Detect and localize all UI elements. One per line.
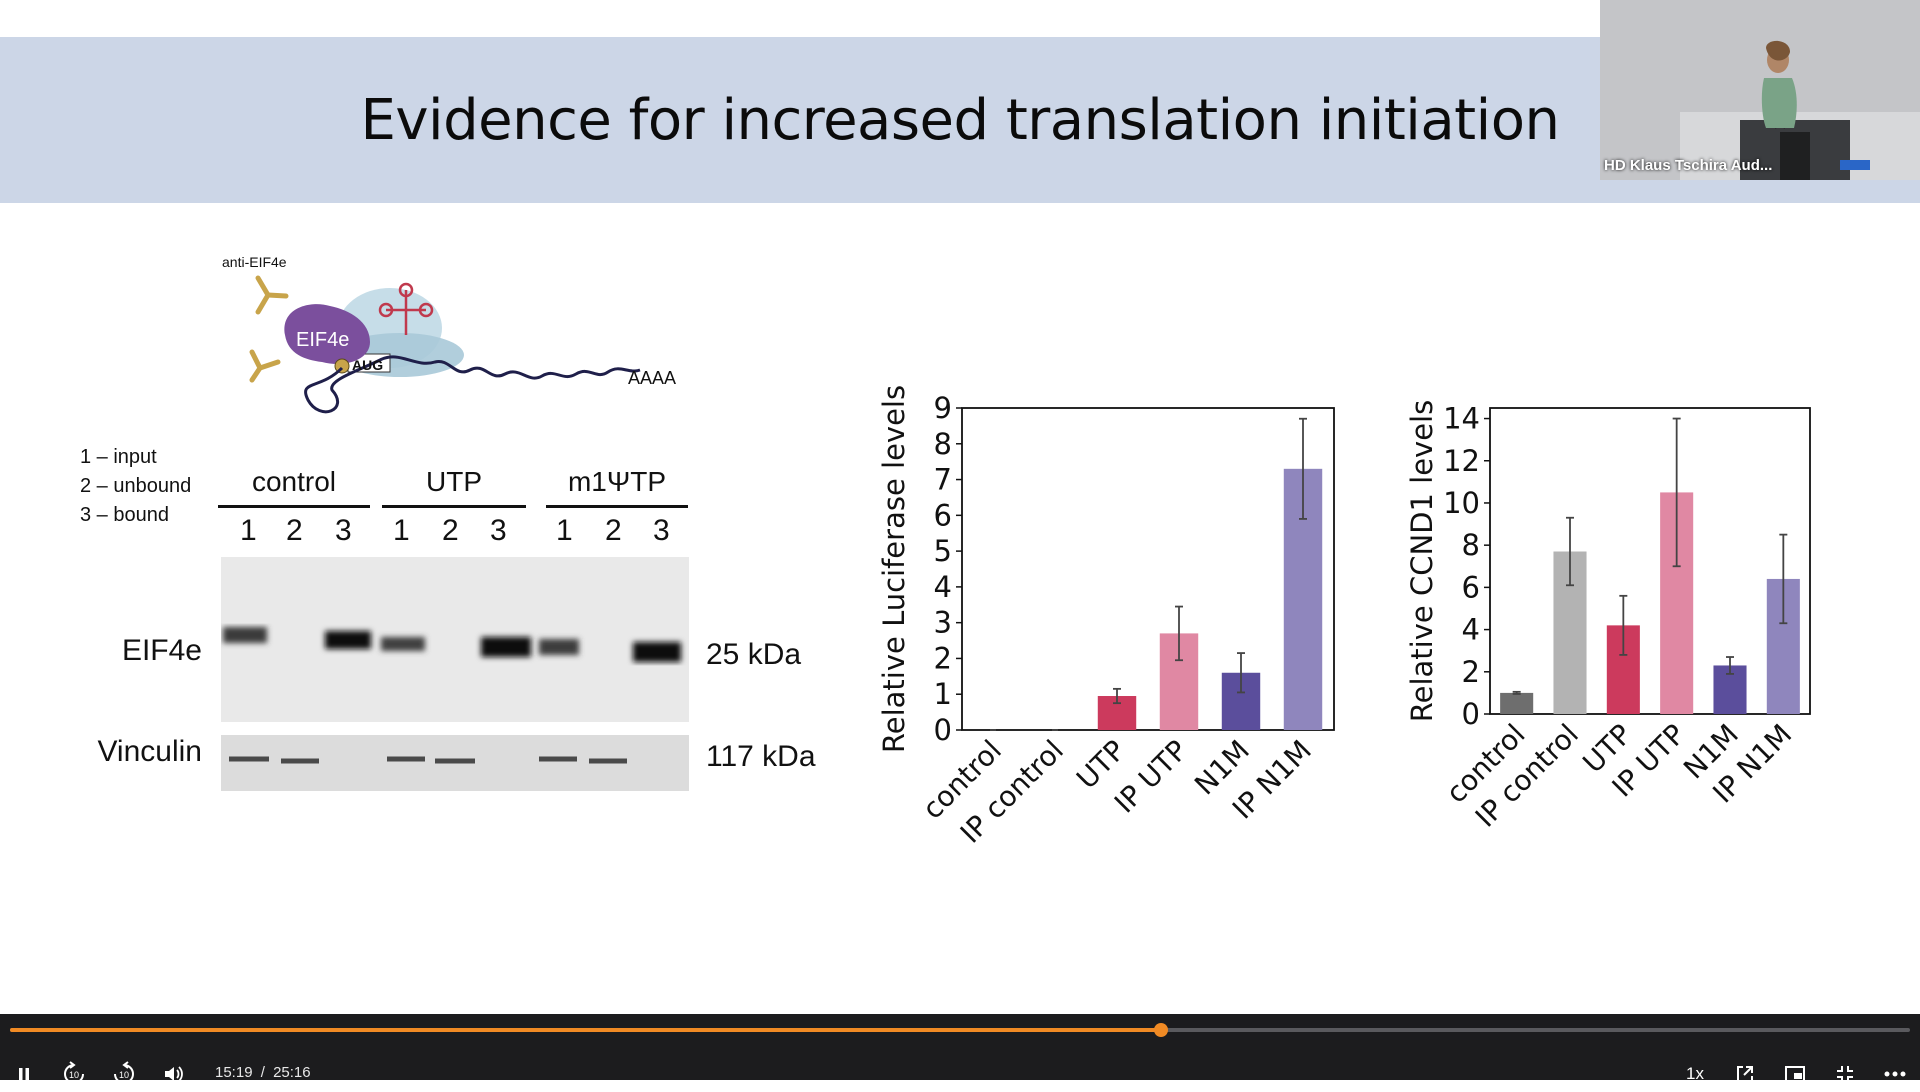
lane-number: 1 — [393, 514, 410, 547]
lane-number: 3 — [335, 514, 352, 547]
rewind-10-button[interactable]: 10 — [56, 1056, 92, 1092]
forward-10-button[interactable]: 10 — [106, 1056, 142, 1092]
y-tick-label: 6 — [1462, 570, 1480, 604]
y-tick-label: 12 — [1443, 444, 1480, 478]
popout-icon — [1737, 1066, 1753, 1082]
time-display: 15:19 / 25:16 — [215, 1064, 311, 1081]
aug-codon-label: AUG — [352, 357, 384, 373]
lane-legend-1: 1 – input — [80, 446, 157, 468]
current-time: 15:19 — [215, 1064, 253, 1081]
group-underline — [382, 505, 526, 508]
miniplayer-icon — [1785, 1066, 1805, 1082]
plot-frame — [1489, 407, 1811, 715]
forward-10-icon: 10 — [114, 1061, 134, 1084]
y-tick-label: 4 — [934, 570, 952, 604]
progress-fill — [10, 1028, 1162, 1032]
exit-fullscreen-icon — [1837, 1066, 1853, 1082]
duration: 25:16 — [273, 1064, 311, 1081]
progress-bar[interactable] — [10, 1023, 1910, 1037]
playback-speed-button[interactable]: 1x — [1686, 1064, 1704, 1083]
y-tick-label: 8 — [934, 427, 952, 461]
western-blot-eif4e — [221, 557, 689, 722]
bar — [1500, 692, 1534, 714]
blot-row-label-eif4e: EIF4e — [121, 634, 202, 667]
lane-number: 1 — [556, 514, 573, 547]
y-tick-label: 2 — [934, 641, 952, 675]
svg-text:10: 10 — [69, 1070, 79, 1080]
popout-button[interactable] — [1727, 1056, 1763, 1092]
volume-button[interactable] — [156, 1056, 192, 1092]
western-blot-vinculin — [221, 735, 689, 791]
y-tick-label: 0 — [1462, 697, 1480, 731]
group-label-m1ptp: m1ΨTP — [567, 466, 667, 497]
group-label-control: control — [251, 466, 337, 497]
lane-number: 2 — [286, 514, 303, 547]
lane-number: 3 — [490, 514, 507, 547]
svg-text:10: 10 — [119, 1070, 129, 1080]
eif4e-diagram — [210, 250, 690, 440]
group-underline — [546, 505, 688, 508]
lane-number: 3 — [653, 514, 670, 547]
y-tick-label: 2 — [1462, 655, 1480, 689]
miniplayer-button[interactable] — [1777, 1056, 1813, 1092]
y-tick-label: 0 — [934, 713, 952, 747]
group-label-utp: UTP — [426, 466, 482, 497]
volume-icon — [165, 1066, 183, 1082]
play-pause-button[interactable] — [6, 1056, 42, 1092]
antibody-label: anti-EIF4e — [222, 254, 287, 270]
speaker-scene — [1600, 0, 1920, 180]
y-tick-label: 6 — [934, 498, 952, 532]
slide: Evidence for increased translation initi… — [0, 0, 1920, 890]
speaker-caption: HD Klaus Tschira Aud... — [1604, 157, 1773, 174]
y-tick-label: 4 — [1462, 613, 1480, 647]
rewind-10-icon: 10 — [64, 1061, 84, 1084]
y-tick-label: 14 — [1443, 402, 1480, 436]
y-tick-label: 5 — [934, 534, 952, 568]
y-tick-label: 1 — [934, 677, 952, 711]
y-axis-label: Relative CCND1 levels — [1405, 400, 1439, 722]
lane-number: 1 — [240, 514, 257, 547]
eif4e-mrna-illustration — [249, 275, 641, 414]
molecular-weight-25kda: 25 kDa — [706, 638, 802, 671]
speaker-video[interactable]: HD Klaus Tschira Aud... — [1600, 0, 1920, 180]
plot-frame — [961, 407, 1335, 731]
y-tick-label: 10 — [1443, 486, 1480, 520]
progress-scrubber[interactable] — [1154, 1023, 1169, 1037]
time-separator: / — [260, 1064, 265, 1081]
eif4e-protein-label: EIF4e — [296, 329, 350, 351]
group-underline — [218, 505, 370, 508]
molecular-weight-117kda: 117 kDa — [706, 740, 816, 773]
exit-fullscreen-button[interactable] — [1827, 1056, 1863, 1092]
lane-legend-2: 2 – unbound — [80, 475, 192, 497]
y-tick-label: 3 — [934, 606, 952, 640]
y-axis-label: Relative Luciferase levels — [877, 385, 911, 753]
y-tick-label: 7 — [934, 463, 952, 497]
more-options-button[interactable] — [1877, 1056, 1913, 1092]
more-icon — [1884, 1071, 1906, 1077]
lane-legend-3: 3 – bound — [80, 504, 169, 526]
ccnd1-chart: 0 2 4 6 8 10 12 14 control IP control UTP IP UTP N1M… — [1390, 370, 1830, 890]
lane-number: 2 — [442, 514, 459, 547]
slide-title: Evidence for increased translation initi… — [360, 87, 1560, 153]
y-tick-label: 9 — [934, 391, 952, 425]
polya-tail-label: AAAA — [628, 368, 677, 388]
antibody-icon — [249, 275, 289, 383]
pause-icon — [19, 1068, 29, 1080]
blot-row-label-vinculin: Vinculin — [97, 735, 202, 768]
y-tick-label: 8 — [1462, 528, 1480, 562]
luciferase-chart: 0 1 2 3 4 5 6 7 8 9 control IP control UTP IP UTP N1M I… — [860, 370, 1340, 890]
video-player-controls: 10 10 15:19 / 25:16 1x — [0, 1014, 1920, 1084]
lane-number: 2 — [605, 514, 622, 547]
